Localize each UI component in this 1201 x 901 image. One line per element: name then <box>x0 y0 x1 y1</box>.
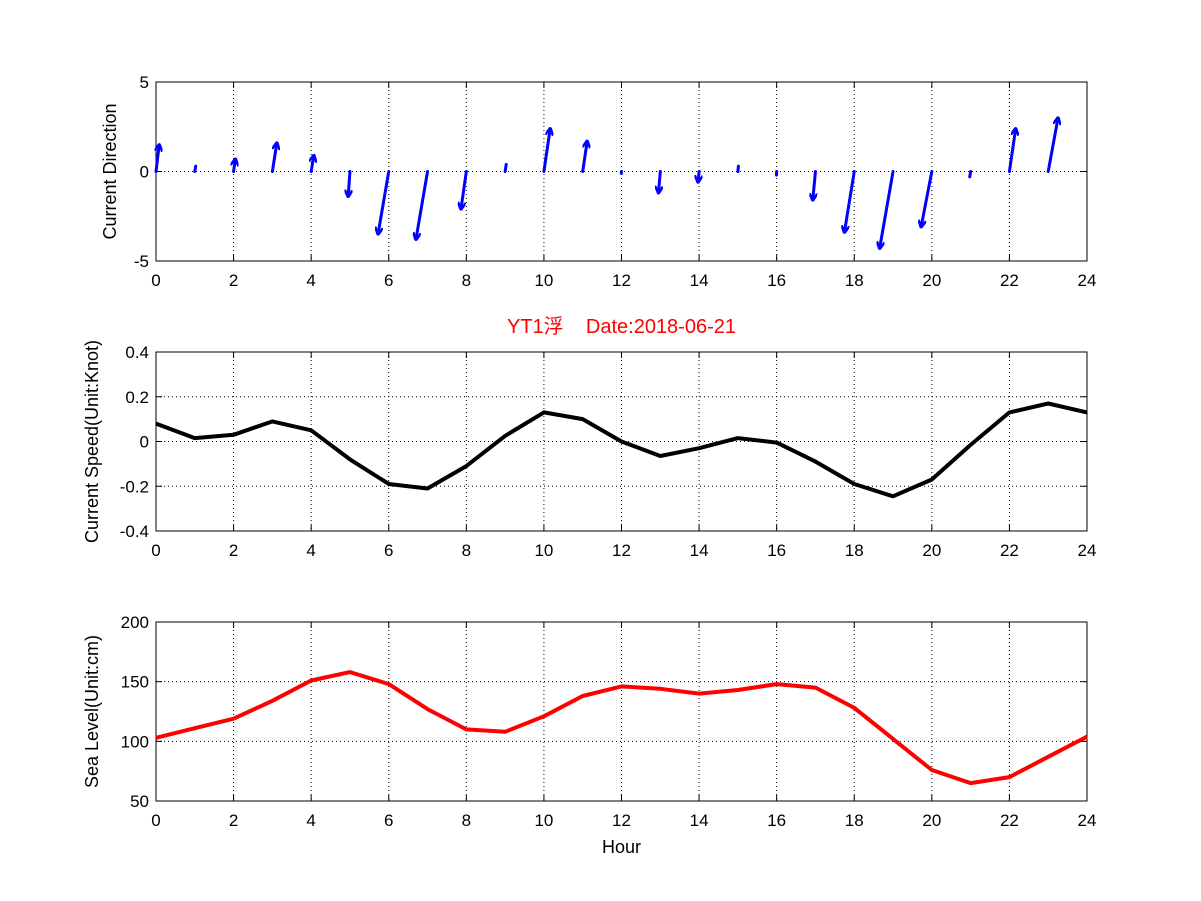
direction-arrow <box>193 164 198 173</box>
speed-y-axis-label: Current Speed(Unit:Knot) <box>82 340 102 543</box>
x-tick-label: 22 <box>1000 811 1019 830</box>
x-tick-label: 2 <box>229 811 238 830</box>
x-tick-label: 22 <box>1000 271 1019 290</box>
direction-arrow <box>461 170 468 210</box>
x-tick-label: 8 <box>462 271 471 290</box>
x-tick-label: 14 <box>690 271 709 290</box>
x-tick-label: 6 <box>384 541 393 560</box>
speed-series <box>155 401 1088 499</box>
x-tick-label: 6 <box>384 811 393 830</box>
direction-arrow <box>270 143 276 173</box>
x-tick-label: 8 <box>462 541 471 560</box>
y-tick-label: -5 <box>134 252 149 271</box>
direction-y-ticks: -5 0 5 <box>134 73 1087 271</box>
direction-arrow <box>1046 118 1058 173</box>
y-tick-label: 100 <box>121 732 149 751</box>
x-tick-label: 16 <box>767 541 786 560</box>
y-tick-label: -0.4 <box>120 522 149 541</box>
x-tick-label: 8 <box>462 811 471 830</box>
x-tick-label: 16 <box>767 271 786 290</box>
y-tick-label: 0.4 <box>125 343 149 362</box>
sea-level-y-ticks: 50 100 150 200 <box>121 613 1087 811</box>
x-tick-label: 16 <box>767 811 786 830</box>
series-line <box>155 401 1088 499</box>
x-tick-label: 10 <box>534 811 553 830</box>
x-tick-label: 6 <box>384 271 393 290</box>
direction-arrow <box>234 159 236 173</box>
direction-arrow <box>698 170 699 184</box>
x-tick-label: 0 <box>151 271 160 290</box>
x-tick-label: 4 <box>306 811 315 830</box>
direction-panel: 0 2 4 6 8 10 12 14 16 18 20 22 24 -505 Current Direc… <box>100 73 1096 290</box>
x-tick-label: 4 <box>306 541 315 560</box>
x-tick-label: 0 <box>151 811 160 830</box>
y-tick-label: 5 <box>140 73 149 92</box>
x-tick-label: 20 <box>922 271 941 290</box>
direction-arrow <box>156 143 159 173</box>
direction-arrow <box>880 170 895 249</box>
direction-arrows <box>156 118 1058 249</box>
direction-arrow <box>659 170 661 195</box>
y-tick-label: 0 <box>140 163 149 182</box>
x-tick-label: 12 <box>612 541 631 560</box>
y-tick-label: 200 <box>121 613 149 632</box>
x-tick-label: 4 <box>306 271 315 290</box>
x-tick-label: 24 <box>1078 271 1097 290</box>
x-tick-label: 0 <box>151 541 160 560</box>
sea-level-y-axis-label: Sea Level(Unit:cm) <box>82 635 102 788</box>
x-tick-label: 14 <box>690 811 709 830</box>
x-tick-label: 22 <box>1000 541 1019 560</box>
direction-arrow <box>503 162 508 173</box>
x-tick-label: 2 <box>229 271 238 290</box>
direction-arrow <box>968 170 973 179</box>
direction-arrow <box>844 170 856 233</box>
x-axis-label: Hour <box>602 837 641 857</box>
direction-arrow <box>1007 129 1015 173</box>
series-line <box>155 670 1088 786</box>
x-tick-label: 10 <box>534 541 553 560</box>
x-tick-label: 10 <box>534 271 553 290</box>
x-tick-label: 14 <box>690 541 709 560</box>
direction-arrow <box>581 141 587 173</box>
speed-y-ticks: -0.4 -0.2 0 0.2 0.4 <box>120 343 1087 541</box>
direction-arrow <box>416 170 430 240</box>
y-tick-label: -0.2 <box>120 477 149 496</box>
sea-level-series <box>155 670 1088 786</box>
direction-arrow <box>542 129 550 173</box>
speed-panel: YT1浮 Date:2018-06-21 0 2 4 6 8 10 12 14 16 18 20 22… <box>82 315 1096 560</box>
y-tick-label: 150 <box>121 673 149 692</box>
x-tick-label: 20 <box>922 541 941 560</box>
x-tick-label: 12 <box>612 271 631 290</box>
direction-arrow <box>921 170 934 227</box>
direction-x-ticks: 0 2 4 6 8 10 12 14 16 18 20 22 24 <box>151 82 1096 290</box>
speed-x-ticks: 0 2 4 6 8 10 12 14 16 18 20 22 24 <box>151 352 1096 560</box>
x-tick-label: 18 <box>845 811 864 830</box>
direction-arrow <box>736 164 740 173</box>
chart-title: YT1浮 Date:2018-06-21 <box>507 315 736 338</box>
sea-level-x-ticks: 0 2 4 6 8 10 12 14 16 18 20 22 24 <box>151 622 1096 830</box>
direction-arrow <box>348 170 350 199</box>
direction-arrow <box>813 170 816 202</box>
x-tick-label: 20 <box>922 811 941 830</box>
x-tick-label: 18 <box>845 271 864 290</box>
x-tick-label: 12 <box>612 811 631 830</box>
direction-arrow <box>311 155 314 173</box>
direction-arrow <box>378 170 391 235</box>
direction-y-axis-label: Current Direction <box>100 103 120 239</box>
y-tick-label: 0 <box>140 433 149 452</box>
x-tick-label: 2 <box>229 541 238 560</box>
x-tick-label: 24 <box>1078 541 1097 560</box>
y-tick-label: 0.2 <box>125 388 149 407</box>
x-tick-label: 24 <box>1078 811 1097 830</box>
x-tick-label: 18 <box>845 541 864 560</box>
y-tick-label: 50 <box>130 792 149 811</box>
